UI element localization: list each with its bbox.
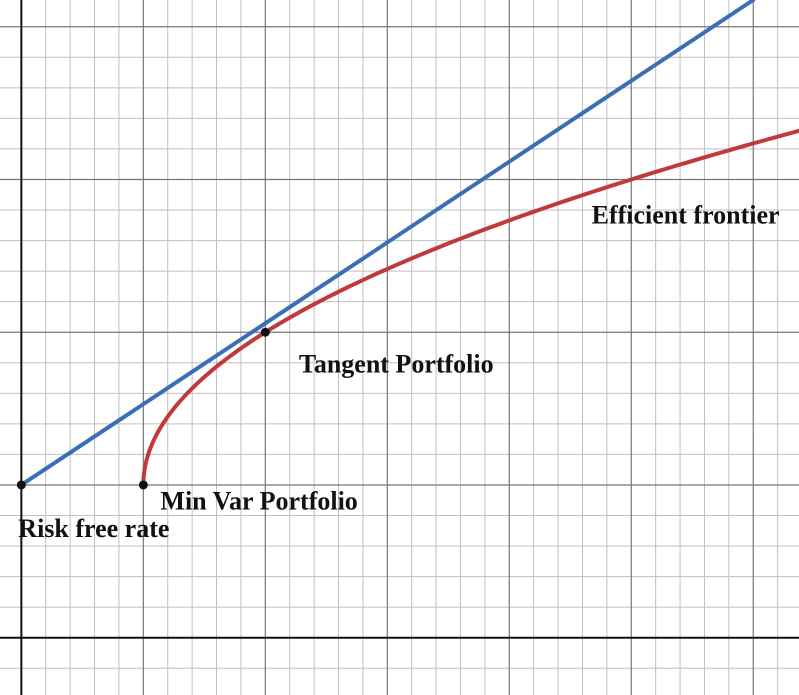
points <box>16 327 270 490</box>
annotation-label: Risk free rate <box>18 514 169 543</box>
capital-market-line <box>19 0 756 487</box>
series <box>19 0 799 487</box>
efficient-frontier-curve <box>141 128 799 487</box>
portfolio-point <box>16 480 26 490</box>
portfolio-point <box>260 327 270 337</box>
annotation-label: Min Var Portfolio <box>160 486 357 515</box>
annotation-label: Efficient frontier <box>592 201 780 230</box>
portfolio-point <box>138 480 148 490</box>
annotation-label: Tangent Portfolio <box>299 350 494 379</box>
